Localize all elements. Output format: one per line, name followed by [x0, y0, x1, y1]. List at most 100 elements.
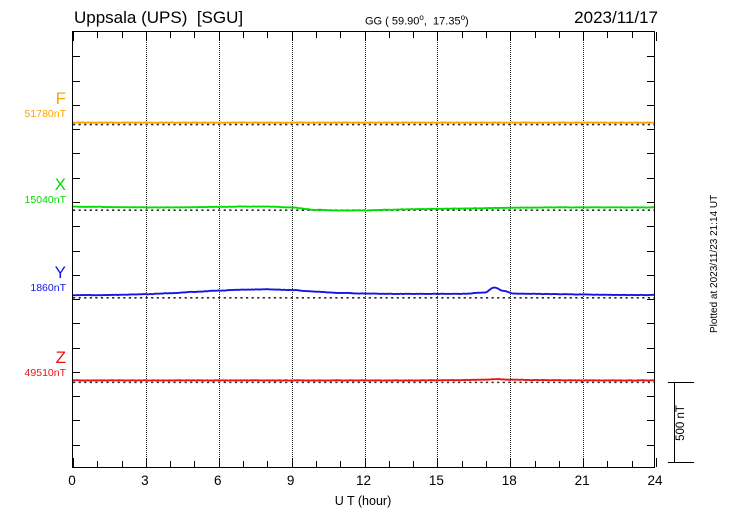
- x-tick-t-24: [656, 32, 657, 41]
- y-tick-l-11: [73, 299, 80, 301]
- magnetogram-plot-frame: [72, 31, 657, 468]
- component-label-z: Z 49510nT: [2, 349, 66, 380]
- x-tick-b-10: [315, 461, 317, 467]
- x-tick-b-17: [485, 461, 487, 467]
- x-tick-t-11: [340, 32, 342, 38]
- component-symbol-f: F: [55, 89, 66, 108]
- y-tick-l-8: [73, 226, 80, 228]
- scale-bar-top-cap: [668, 382, 694, 383]
- y-tick-r-8: [647, 226, 654, 228]
- x-tick-t-19: [534, 32, 536, 38]
- component-symbol-x: X: [54, 175, 66, 194]
- y-tick-l-7: [73, 201, 80, 203]
- x-tick-b-23: [631, 461, 633, 467]
- x-tick-t-22: [607, 32, 609, 38]
- component-symbol-z: Z: [55, 348, 66, 367]
- gridline-15h: [437, 32, 439, 467]
- page-title: Uppsala (UPS) [SGU]: [74, 8, 244, 27]
- gridline-21h: [583, 32, 585, 467]
- scale-bar-label: 500 nT: [675, 404, 687, 441]
- x-tick-b-0: [73, 458, 74, 467]
- x-tick-b-12: [364, 458, 366, 467]
- x-tick-t-14: [413, 32, 415, 38]
- x-tick-label-24: 24: [647, 473, 663, 488]
- gridline-6h: [218, 32, 220, 467]
- x-tick-t-21: [583, 32, 585, 41]
- x-tick-t-5: [194, 32, 196, 38]
- x-tick-b-18: [510, 458, 512, 467]
- y-tick-l-12: [73, 323, 80, 325]
- x-tick-t-16: [461, 32, 463, 38]
- x-tick-t-20: [558, 32, 560, 38]
- y-tick-l-6: [73, 177, 80, 179]
- scale-bar-stem: [674, 382, 675, 463]
- geographic-coordinates: GG ( 59.90o, 17.35o): [365, 13, 469, 28]
- x-tick-b-16: [461, 461, 463, 467]
- y-tick-r-1: [647, 56, 654, 58]
- y-tick-l-17: [73, 444, 80, 446]
- degree-symbol-lat: o: [419, 13, 424, 22]
- y-tick-r-2: [647, 80, 654, 82]
- x-tick-t-7: [243, 32, 245, 38]
- gridline-18h: [510, 32, 512, 467]
- x-tick-label-0: 0: [68, 473, 76, 488]
- y-tick-l-4: [73, 129, 80, 131]
- x-tick-b-7: [243, 461, 245, 467]
- x-tick-b-4: [170, 461, 172, 467]
- y-tick-r-5: [647, 153, 654, 155]
- degree-symbol-lon: o: [460, 13, 466, 22]
- x-tick-b-13: [388, 461, 390, 467]
- y-tick-r-13: [647, 347, 654, 349]
- x-tick-b-22: [607, 461, 609, 467]
- x-tick-label-21: 21: [574, 473, 590, 488]
- y-tick-l-15: [73, 396, 80, 398]
- y-tick-r-3: [647, 104, 654, 106]
- y-tick-l-3: [73, 104, 80, 106]
- component-label-f: F 51780nT: [2, 90, 66, 121]
- x-tick-t-15: [437, 32, 439, 41]
- x-tick-t-2: [121, 32, 123, 38]
- x-tick-b-14: [413, 461, 415, 467]
- component-baseline-f: 51780nT: [24, 108, 66, 120]
- scale-bar: 500 nT: [668, 382, 694, 463]
- x-tick-t-18: [510, 32, 512, 41]
- y-tick-r-15: [647, 396, 654, 398]
- gridline-12h: [364, 32, 366, 467]
- component-label-y: Y 1860nT: [2, 264, 66, 295]
- component-baseline-x: 15040nT: [24, 194, 66, 206]
- x-tick-t-0: [73, 32, 74, 41]
- x-tick-t-23: [631, 32, 633, 38]
- y-tick-r-17: [647, 444, 654, 446]
- trace-layer: [73, 121, 654, 384]
- scale-bar-bottom-cap: [668, 462, 694, 463]
- x-tick-t-3: [145, 32, 147, 41]
- y-tick-l-2: [73, 80, 80, 82]
- x-tick-b-15: [437, 458, 439, 467]
- x-tick-t-4: [170, 32, 172, 38]
- x-tick-b-2: [121, 461, 123, 467]
- y-tick-r-12: [647, 323, 654, 325]
- y-tick-r-10: [647, 274, 654, 276]
- component-symbol-y: Y: [54, 263, 66, 282]
- component-baseline-y: 1860nT: [30, 282, 66, 294]
- x-tick-label-15: 15: [428, 473, 444, 488]
- y-tick-l-9: [73, 250, 80, 252]
- y-tick-r-9: [647, 250, 654, 252]
- x-tick-b-24: [656, 458, 657, 467]
- x-tick-label-3: 3: [141, 473, 149, 488]
- y-tick-r-11: [647, 299, 654, 301]
- x-tick-t-6: [218, 32, 220, 41]
- y-tick-r-4: [647, 129, 654, 131]
- coords-text-mid: , 17.35: [423, 15, 461, 28]
- x-tick-b-20: [558, 461, 560, 467]
- x-tick-label-12: 12: [355, 473, 372, 488]
- x-tick-t-10: [315, 32, 317, 38]
- x-tick-t-12: [364, 32, 366, 41]
- y-tick-r-6: [647, 177, 654, 179]
- gridline-3h: [145, 32, 147, 467]
- x-tick-b-21: [583, 458, 585, 467]
- y-tick-l-10: [73, 274, 80, 276]
- x-tick-b-9: [291, 458, 293, 467]
- x-tick-b-8: [267, 461, 269, 467]
